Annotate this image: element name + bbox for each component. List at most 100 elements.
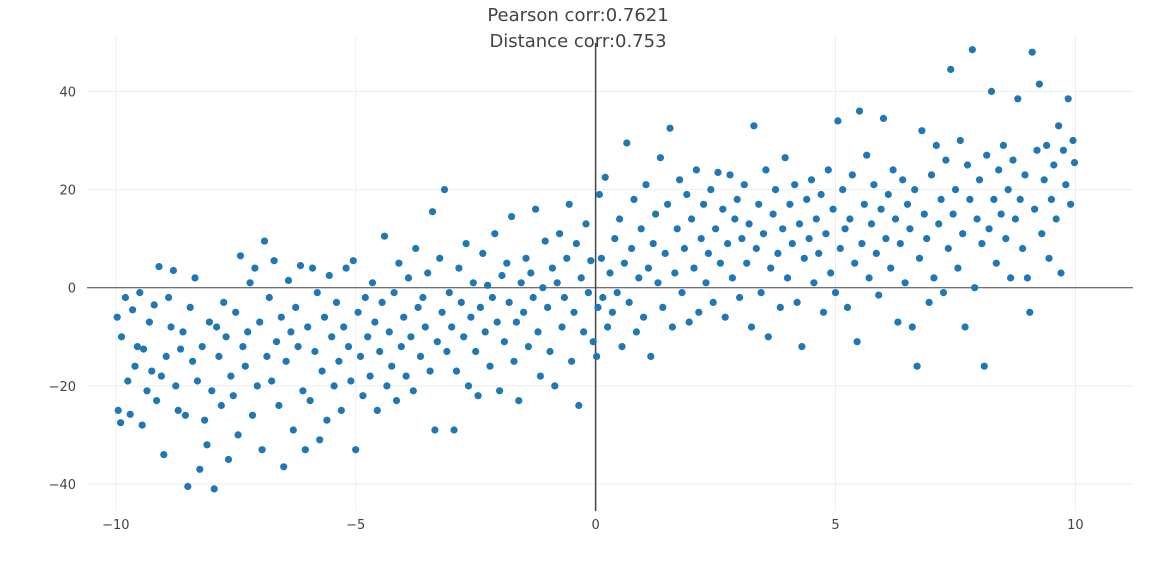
data-point-29 [181,411,189,419]
data-point-179 [541,237,549,245]
data-point-37 [201,416,209,424]
data-point-283 [788,240,796,248]
data-point-220 [637,225,645,233]
data-point-273 [764,333,772,341]
data-point-101 [354,308,362,316]
data-point-128 [419,293,427,302]
data-point-13 [143,387,151,395]
data-point-291 [807,176,816,184]
data-point-23 [167,323,175,331]
data-point-373 [1004,186,1012,194]
data-point-53 [239,343,247,351]
data-point-329 [899,176,907,184]
data-point-338 [920,210,928,218]
data-point-331 [903,200,912,208]
data-point-226 [652,210,660,218]
data-point-377 [1014,95,1022,103]
data-point-107 [368,279,377,287]
data-point-82 [308,264,317,272]
data-point-119 [397,343,405,351]
data-point-85 [316,436,324,444]
data-point-357 [966,195,974,203]
data-point-129 [421,323,429,331]
data-point-124 [409,387,417,395]
data-point-358 [968,46,976,54]
data-point-334 [911,186,919,194]
data-point-235 [673,225,681,233]
data-point-92 [332,298,341,306]
data-point-88 [323,416,331,424]
data-point-217 [630,195,638,203]
data-point-369 [995,166,1003,174]
y-tick-label-0: −40 [49,478,76,493]
data-point-106 [366,372,374,380]
data-point-136 [438,308,446,316]
data-point-301 [831,289,840,297]
data-point-159 [493,318,501,326]
data-point-149 [469,279,477,287]
data-point-44 [217,401,225,410]
data-point-160 [496,387,504,395]
data-point-67 [272,338,281,346]
y-axis-ticks: −40 −20 0 20 40 [49,85,76,493]
data-point-234 [671,269,679,277]
data-point-79 [301,446,309,454]
y-tick-label-3: 20 [59,184,76,199]
data-point-279 [779,225,787,233]
data-point-91 [330,382,338,390]
data-point-165 [508,213,516,221]
data-point-123 [407,333,415,341]
data-point-212 [618,343,626,351]
data-point-264 [743,259,751,267]
data-point-59 [253,382,261,390]
data-point-398 [1064,95,1072,103]
data-point-127 [416,352,425,360]
data-point-125 [412,244,420,253]
data-point-1 [114,406,122,414]
data-point-208 [608,308,617,316]
data-point-16 [150,301,158,309]
data-point-400 [1069,136,1077,145]
data-point-339 [923,235,931,243]
data-point-313 [860,200,868,208]
data-point-181 [546,347,554,356]
data-point-193 [575,401,583,410]
data-point-206 [604,323,612,331]
data-point-294 [815,249,823,257]
data-point-391 [1047,195,1055,203]
data-point-281 [783,274,792,282]
data-point-147 [464,382,473,390]
data-point-188 [563,254,571,262]
data-point-25 [172,382,180,390]
data-point-308 [848,171,856,179]
data-point-65 [268,377,276,385]
data-point-304 [839,186,847,194]
data-point-57 [248,411,257,419]
data-point-202 [595,190,604,199]
data-point-228 [656,154,665,162]
data-point-191 [570,308,578,316]
data-point-382 [1026,308,1034,316]
x-axis-ticks: −10 −5 0 5 10 [102,518,1084,533]
data-point-363 [980,362,988,370]
data-point-139 [445,289,453,297]
data-point-2 [117,419,125,427]
data-point-75 [292,303,300,311]
data-point-137 [440,186,449,194]
data-point-177 [536,372,545,380]
data-point-389 [1043,141,1051,149]
data-point-297 [822,230,830,238]
data-point-222 [642,181,650,189]
x-tick-label-1: −5 [346,518,365,533]
data-point-180 [544,303,552,311]
data-point-340 [925,298,933,306]
data-point-256 [724,240,732,248]
data-point-354 [959,230,967,238]
data-point-362 [978,240,986,248]
data-point-337 [918,127,926,135]
data-point-15 [148,367,156,375]
data-point-384 [1031,205,1039,213]
data-point-76 [294,343,302,351]
data-point-120 [400,313,408,321]
data-point-145 [460,333,468,341]
